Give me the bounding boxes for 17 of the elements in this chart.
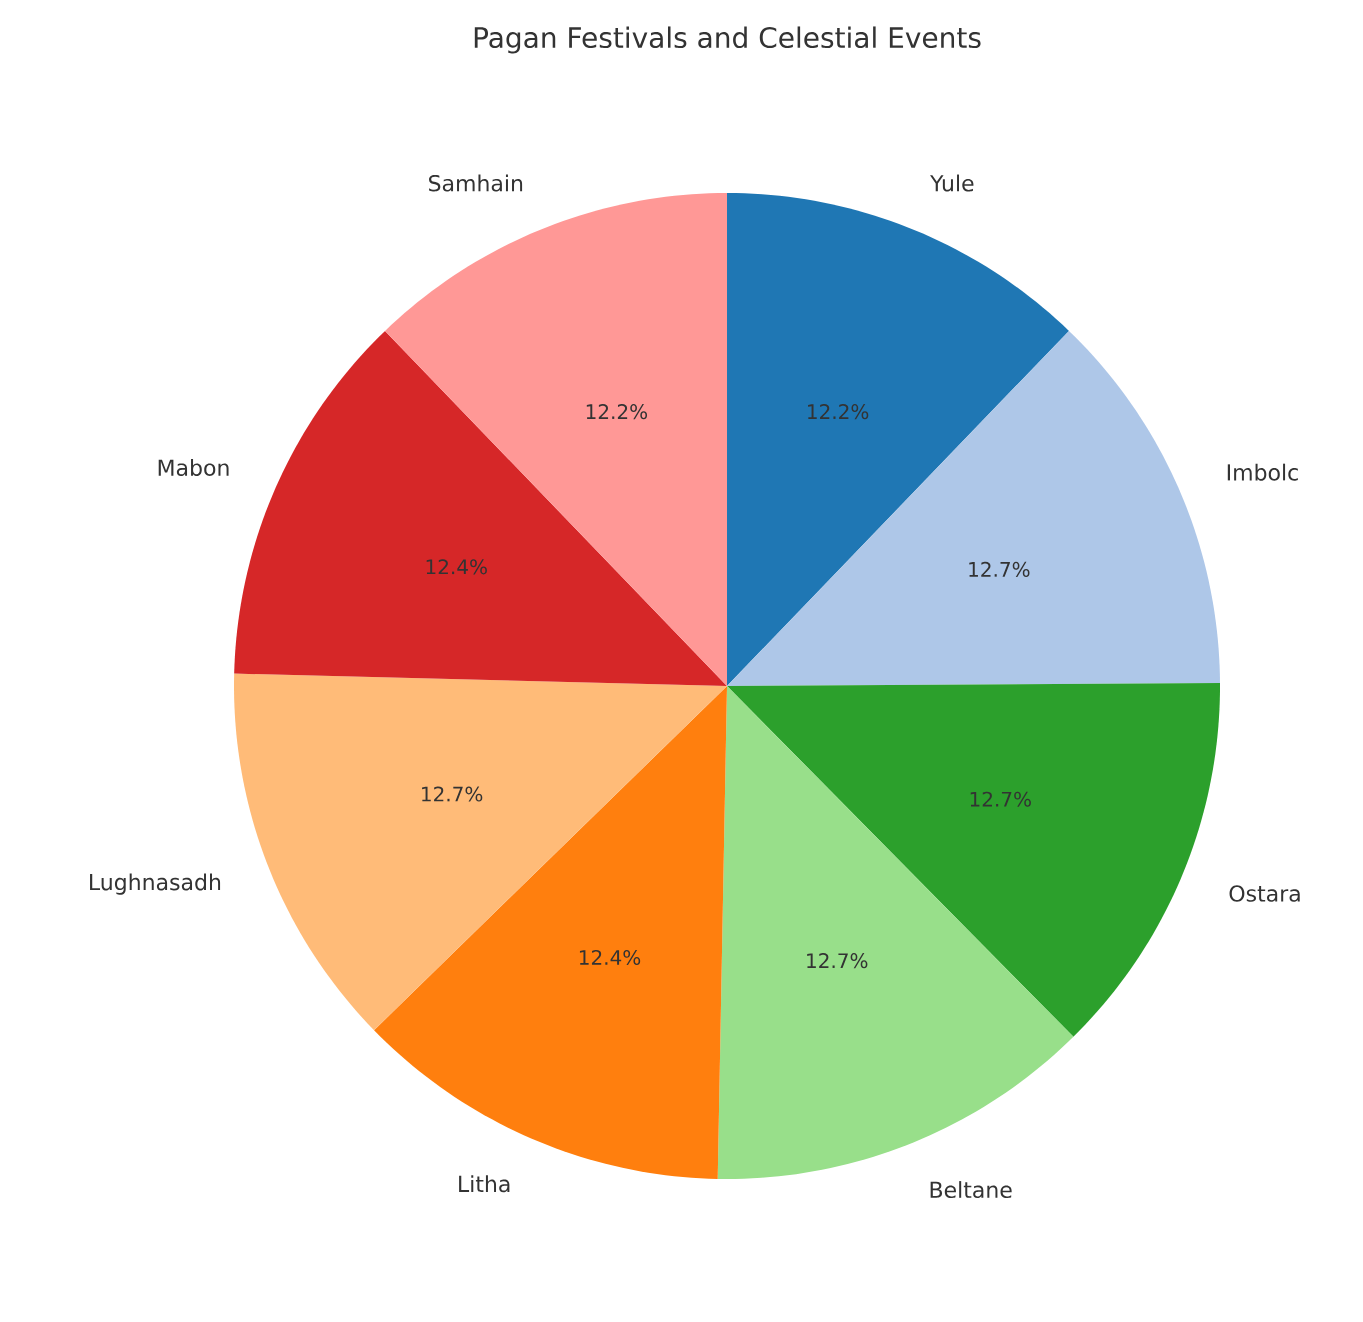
data-label: 12.2%	[808, 404, 869, 420]
slice-label: Samhain	[429, 174, 523, 192]
data-label: 12.7%	[422, 786, 483, 802]
slice-label: Yule	[930, 174, 974, 192]
data-label: 12.4%	[579, 949, 641, 966]
slice-label: Beltane	[930, 1181, 1012, 1199]
slice-label: Imbolc	[1227, 463, 1298, 481]
data-label: 12.7%	[807, 953, 868, 969]
slice-label: Litha	[459, 1175, 510, 1193]
chart-title: Pagan Festivals and Celestial Events	[474, 26, 981, 54]
data-label: 12.2%	[586, 404, 648, 420]
slice-label: Mabon	[158, 458, 229, 477]
slice-label: Ostara	[1229, 885, 1300, 902]
data-label: 12.7%	[970, 791, 1031, 807]
slice-label: Lughnasadh	[90, 873, 221, 895]
data-label: 12.4%	[426, 559, 487, 575]
data-label: 12.7%	[969, 561, 1030, 577]
